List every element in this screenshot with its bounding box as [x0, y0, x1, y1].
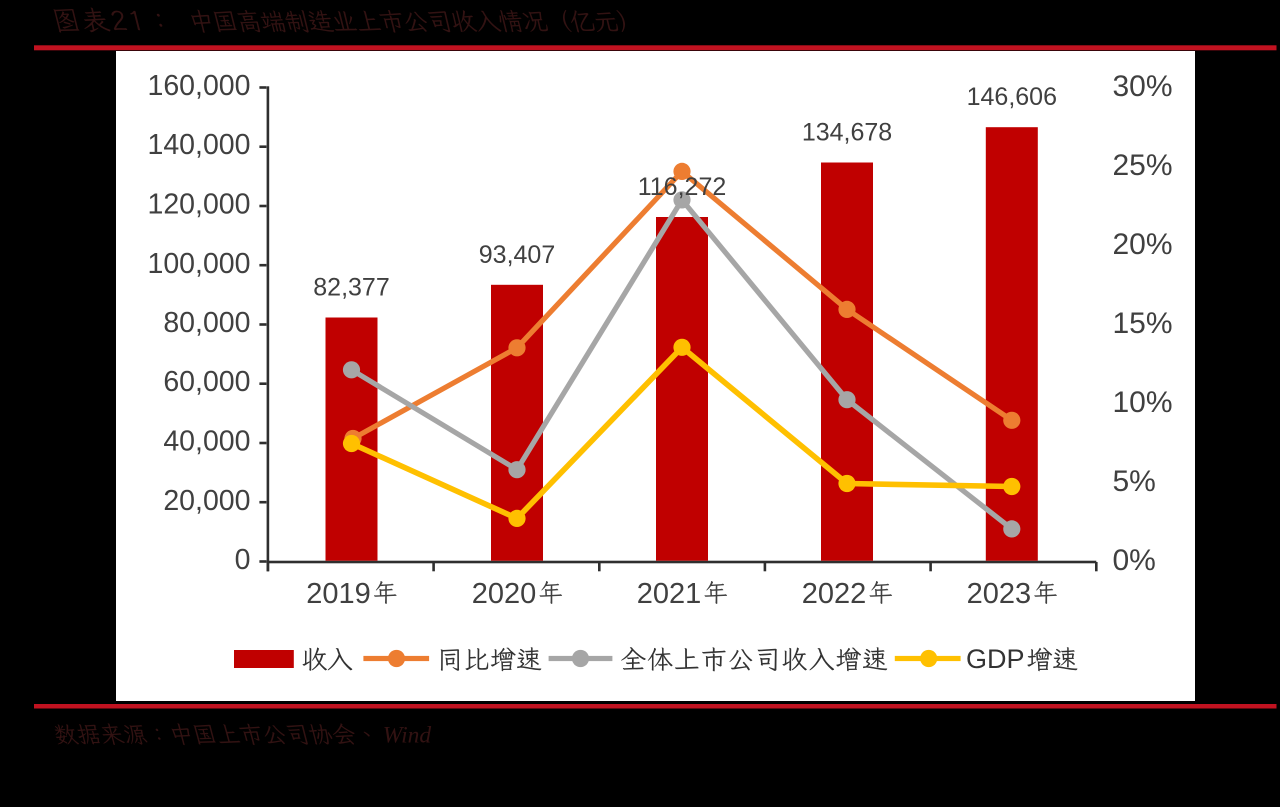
- svg-text:82,377: 82,377: [313, 274, 389, 302]
- svg-text:5%: 5%: [1113, 465, 1156, 498]
- svg-text:100,000: 100,000: [147, 248, 250, 280]
- svg-text:GDP: GDP: [966, 644, 1025, 674]
- svg-text:2021: 2021: [637, 578, 702, 610]
- svg-text:20%: 20%: [1113, 228, 1173, 261]
- svg-text:0: 0: [235, 544, 251, 576]
- svg-text:120,000: 120,000: [147, 189, 250, 221]
- svg-text:15%: 15%: [1113, 307, 1173, 340]
- svg-text:Wind: Wind: [383, 723, 432, 749]
- svg-text:134,678: 134,678: [802, 119, 892, 147]
- svg-text:160,000: 160,000: [147, 70, 250, 102]
- svg-text:0%: 0%: [1113, 544, 1156, 577]
- svg-text:93,407: 93,407: [479, 241, 555, 269]
- svg-text:2019: 2019: [306, 578, 371, 610]
- svg-text:2020: 2020: [472, 578, 537, 610]
- svg-text:25%: 25%: [1113, 149, 1173, 182]
- svg-text:146,606: 146,606: [967, 83, 1057, 111]
- svg-text:20,000: 20,000: [163, 485, 250, 517]
- svg-text:60,000: 60,000: [163, 366, 250, 398]
- svg-text:2023: 2023: [967, 578, 1032, 610]
- svg-text:116,272: 116,272: [638, 173, 727, 201]
- svg-text:30%: 30%: [1113, 70, 1173, 103]
- svg-text:10%: 10%: [1113, 386, 1173, 419]
- svg-text:2022: 2022: [802, 578, 867, 610]
- svg-text:40,000: 40,000: [163, 426, 250, 458]
- svg-text:80,000: 80,000: [163, 307, 250, 339]
- svg-text:140,000: 140,000: [147, 129, 250, 161]
